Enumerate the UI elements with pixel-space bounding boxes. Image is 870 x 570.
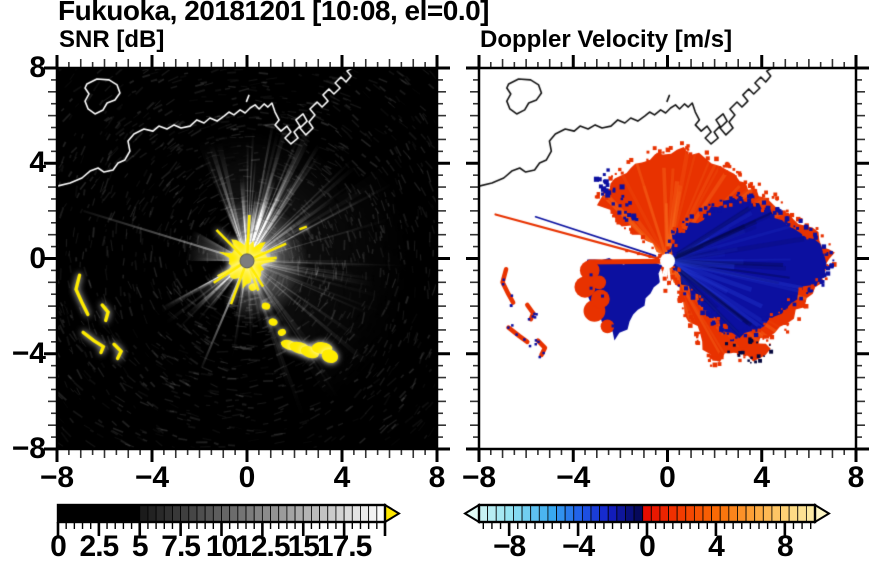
vel-colorbar-tick-label: −4 <box>561 530 595 563</box>
vel-axis-frame <box>466 55 869 462</box>
y-tick-label: 4 <box>29 146 46 180</box>
snr-colorbar-tick-label: 7.5 <box>161 530 201 563</box>
x-tick-label: −4 <box>134 461 170 494</box>
snr-colorbar-tick-label: 5 <box>131 530 149 563</box>
x-tick-label: 0 <box>659 461 676 494</box>
y-tick-label: −4 <box>11 336 46 370</box>
x-tick-label: 0 <box>238 461 256 494</box>
x-tick-label: 4 <box>333 461 351 494</box>
y-tick-label: −8 <box>11 432 46 465</box>
vel-colorbar <box>463 503 831 536</box>
figure-title: Fukuoka, 20181201 [10:08, el=0.0] <box>58 0 490 26</box>
vel-colorbar-tick-label: −8 <box>493 530 526 563</box>
x-tick-label: −4 <box>556 461 591 494</box>
x-tick-label: 8 <box>847 461 865 494</box>
snr-colorbar-tick-label: 2.5 <box>79 530 120 563</box>
x-tick-label: 4 <box>753 461 771 494</box>
x-tick-label: −8 <box>39 461 75 494</box>
x-tick-label: 8 <box>428 461 446 494</box>
vel-panel-title: Doppler Velocity [m/s] <box>480 26 733 53</box>
snr-colorbar-tick-label: 0 <box>50 530 67 563</box>
snr-panel-title: SNR [dB] <box>59 26 165 53</box>
vel-colorbar-tick-label: 4 <box>708 530 725 563</box>
doppler-velocity-image <box>479 68 856 449</box>
snr-axis-frame <box>44 55 450 462</box>
snr-radar-image <box>57 68 437 449</box>
snr-colorbar-tick-label: 17.5 <box>316 530 372 563</box>
snr-colorbar-tick-label: 12.5 <box>235 530 290 563</box>
y-tick-label: 8 <box>29 51 46 84</box>
snr-colorbar-tick-label: 10 <box>205 530 238 563</box>
snr-colorbar <box>56 503 401 536</box>
snr-colorbar-tick-label: 15 <box>287 530 320 563</box>
vel-colorbar-tick-label: 0 <box>639 530 656 563</box>
y-tick-label: 0 <box>29 241 46 275</box>
vel-colorbar-tick-label: 8 <box>777 530 794 563</box>
x-tick-label: −8 <box>461 461 497 494</box>
